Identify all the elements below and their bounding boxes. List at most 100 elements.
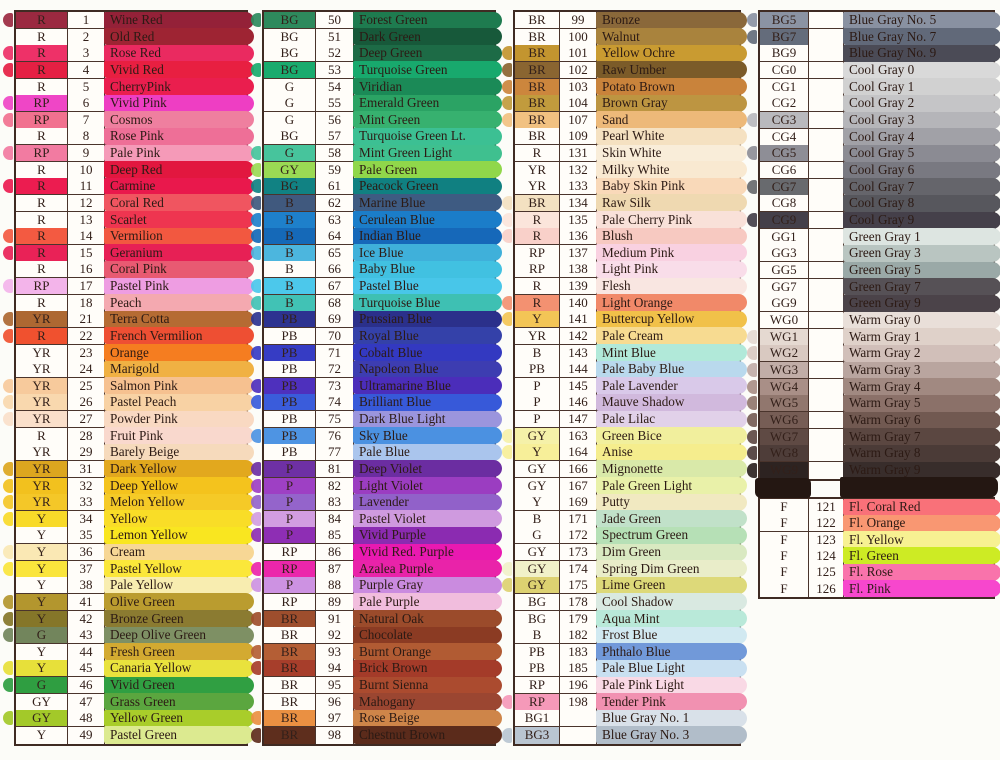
number-cell: 56 <box>316 111 354 129</box>
color-row: PB 70 Royal Blue <box>264 327 502 345</box>
number-cell: 95 <box>316 677 354 694</box>
name-cell: Lemon Yellow <box>104 526 254 545</box>
number-cell <box>809 228 844 246</box>
code-cell: RP <box>264 544 316 561</box>
color-swatch <box>843 311 1000 329</box>
color-row: Y 37 Pastel Yellow <box>3 560 254 578</box>
color-row: BG 52 Deep Green <box>264 44 502 63</box>
number-cell: 5 <box>68 78 105 96</box>
color-swatch <box>596 127 747 145</box>
name-cell: Green Gray 9 <box>843 294 1000 313</box>
color-row: F 122 Fl. Orange <box>760 514 1000 533</box>
color-row: R 16 Coral Pink <box>16 260 254 279</box>
color-swatch <box>104 460 254 478</box>
color-swatch <box>596 393 747 411</box>
color-name-label: Prussian Blue <box>359 311 432 327</box>
color-name-label: Vermilion <box>110 228 163 244</box>
color-swatch <box>353 78 502 95</box>
name-cell: Turquoise Green Lt. <box>353 127 502 146</box>
code-cell: RP <box>515 261 560 279</box>
color-name-label: Vivid Pink <box>110 95 167 111</box>
name-cell: Yellow Ochre <box>596 44 747 63</box>
color-name-label: Green Gray 5 <box>849 262 921 278</box>
color-row: CG5 Cool Gray 5 <box>747 144 1000 163</box>
color-swatch <box>353 443 502 461</box>
name-cell: Pale Purple <box>353 593 502 611</box>
code-cell: BG3 <box>502 726 560 744</box>
number-cell: 125 <box>809 564 844 582</box>
number-cell: 145 <box>560 377 597 395</box>
color-swatch <box>596 659 747 677</box>
color-name-label: Orange <box>110 344 149 360</box>
color-swatch <box>353 709 502 727</box>
color-row: G 58 Mint Green Light <box>251 144 502 162</box>
name-cell: Vermilion <box>104 227 254 246</box>
color-row: P 146 Mauve Shadow <box>515 393 747 412</box>
color-row: GY 167 Pale Green Light <box>515 477 747 495</box>
color-row: F 125 Fl. Rose <box>760 563 1000 582</box>
name-cell: Rose Beige <box>353 709 502 728</box>
name-cell: Pale Blue <box>353 443 502 462</box>
name-cell: Raw Silk <box>596 194 747 212</box>
code-cell: CG9 <box>747 212 809 230</box>
name-cell: Light Orange <box>596 294 747 312</box>
color-row: PB 76 Sky Blue <box>251 427 502 445</box>
number-cell: 47 <box>68 693 105 711</box>
code-cell: P <box>251 494 316 512</box>
number-cell: 38 <box>68 577 105 595</box>
color-swatch <box>353 227 502 245</box>
number-cell: 57 <box>316 128 354 146</box>
color-name-label: Cool Gray 8 <box>849 195 915 211</box>
code-cell: Y <box>502 444 560 462</box>
color-swatch <box>104 194 254 212</box>
number-cell: 143 <box>560 344 597 362</box>
code-cell: Y <box>3 593 68 611</box>
name-cell: Marigold <box>104 360 254 379</box>
number-cell: 52 <box>316 45 354 63</box>
code-cell: CG3 <box>747 112 809 130</box>
color-name-label: Blush <box>602 228 633 244</box>
name-cell: Rose Pink <box>104 127 254 146</box>
color-name-label: Royal Blue <box>359 327 419 343</box>
name-cell: Warm Gray 6 <box>843 411 1000 430</box>
color-name-label: Rose Beige <box>359 710 420 726</box>
number-cell: 135 <box>560 211 597 229</box>
name-cell: Orange <box>104 344 254 362</box>
color-name-label: Purple Gray <box>359 577 424 593</box>
number-cell: 91 <box>316 610 354 628</box>
color-row: YR 142 Pale Cream <box>515 327 747 345</box>
color-name-label: Bronze <box>602 12 641 27</box>
color-row: R 13 Scarlet <box>16 211 254 229</box>
name-cell: Cool Gray 8 <box>843 194 1000 213</box>
color-name-label: Warm Gray 4 <box>849 378 921 394</box>
number-cell: 124 <box>809 547 844 565</box>
name-cell: Cosmos <box>104 111 254 129</box>
code-cell: PB <box>264 327 316 345</box>
number-cell: 87 <box>316 560 354 578</box>
number-cell <box>809 262 844 280</box>
number-cell: 28 <box>68 427 105 445</box>
name-cell: Napoleon Blue <box>353 360 502 379</box>
color-row: GY 175 Lime Green <box>502 576 747 595</box>
color-swatch <box>353 144 502 162</box>
color-swatch <box>104 11 254 29</box>
code-cell: YR <box>3 411 68 428</box>
code-cell: GG5 <box>760 262 809 280</box>
name-cell: Mint Green Light <box>353 144 502 162</box>
color-row: Y 45 Canaria Yellow <box>3 659 254 678</box>
color-name-label: Pale Cream <box>602 327 664 343</box>
color-swatch <box>843 94 1000 112</box>
color-row: RP 7 Cosmos <box>3 111 254 129</box>
color-row: WG9 Warm Gray 9 <box>747 461 1000 480</box>
code-cell: GY <box>3 710 68 728</box>
number-cell: 71 <box>316 344 354 362</box>
color-row: R 28 Fruit Pink <box>16 427 254 445</box>
color-name-label: Raw Silk <box>602 194 651 210</box>
name-cell: Marine Blue <box>353 194 502 212</box>
number-cell: 123 <box>809 531 844 549</box>
color-swatch <box>843 278 1000 296</box>
number-cell: 70 <box>316 327 354 345</box>
number-cell: 12 <box>68 194 105 212</box>
number-cell: 48 <box>68 710 105 728</box>
color-name-label: Rose Red <box>110 45 161 61</box>
